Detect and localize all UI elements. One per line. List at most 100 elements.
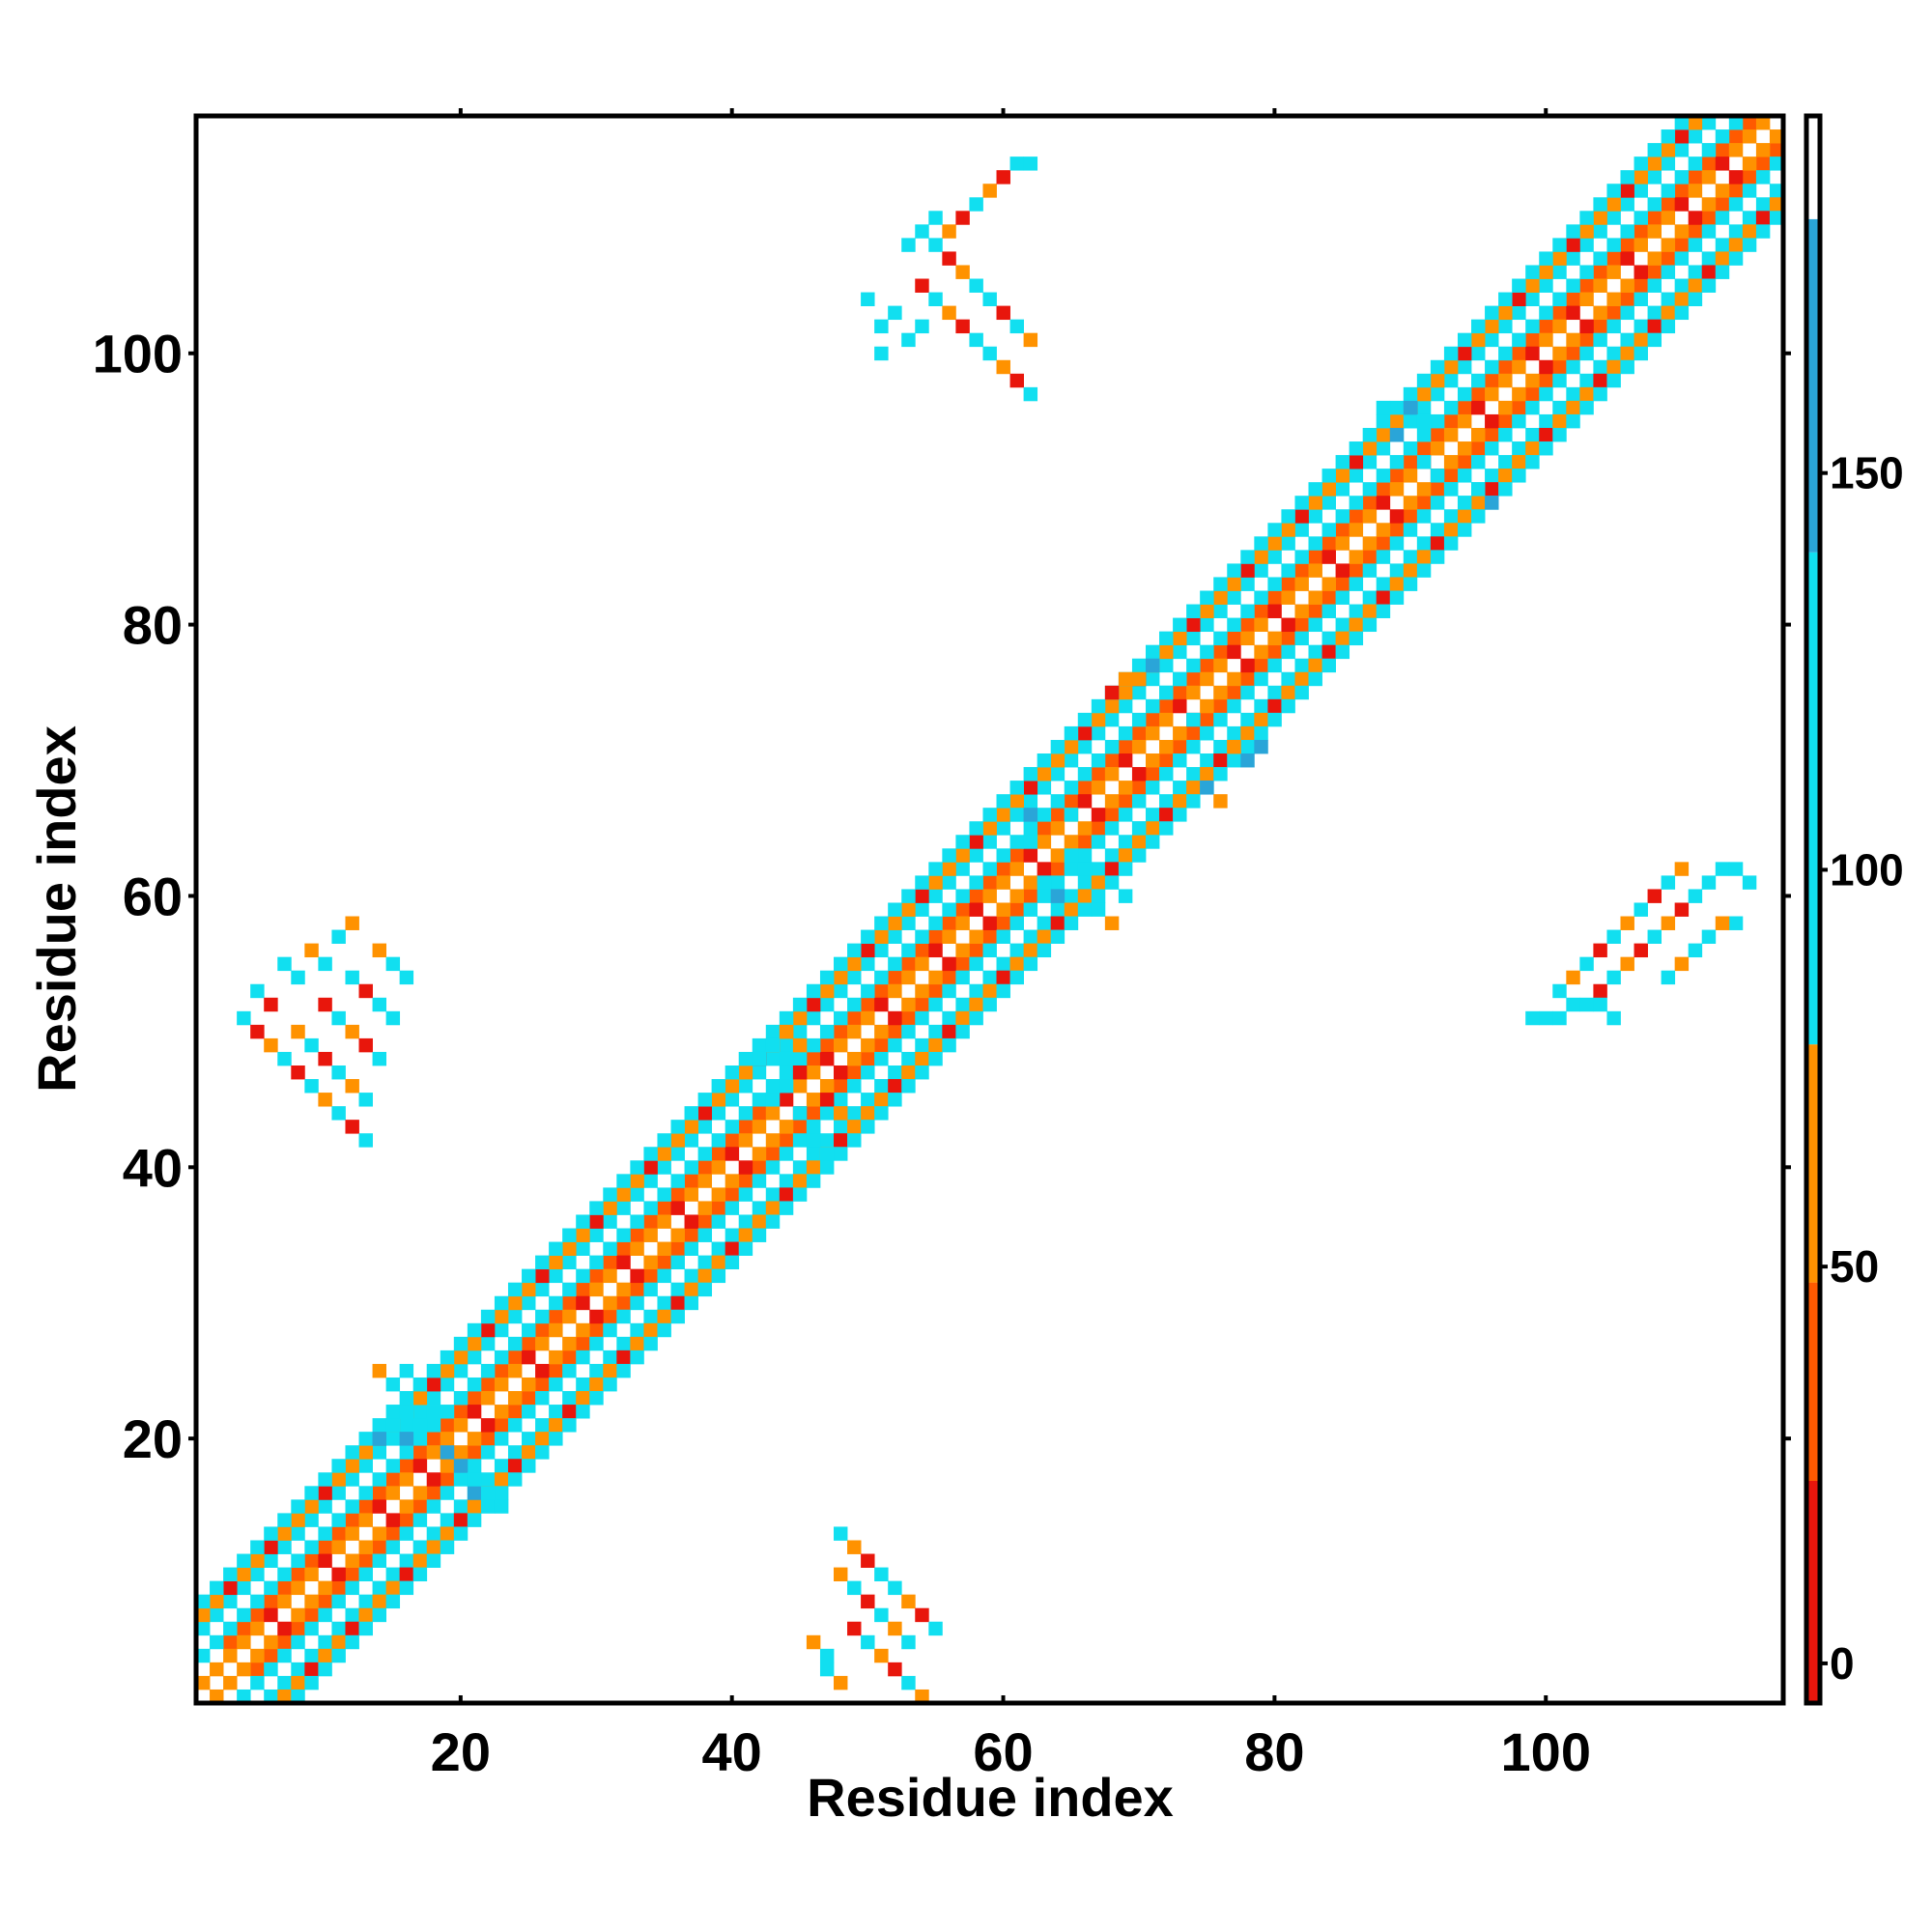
heatmap-cell	[522, 1282, 536, 1297]
heatmap-cell	[1064, 916, 1079, 930]
heatmap-cell	[1647, 332, 1662, 348]
heatmap-cell	[385, 1513, 401, 1527]
heatmap-cell	[724, 1187, 740, 1202]
heatmap-cell	[861, 1010, 875, 1026]
heatmap-cell	[223, 1634, 238, 1650]
heatmap-cell	[1281, 563, 1295, 578]
heatmap-cell	[1403, 577, 1418, 591]
heatmap-cell	[331, 1580, 346, 1596]
heatmap-cell	[1173, 644, 1187, 660]
heatmap-cell	[318, 1051, 332, 1066]
heatmap-cell	[711, 1201, 726, 1215]
heatmap-cell	[765, 1147, 781, 1161]
heatmap-cell	[318, 1499, 332, 1514]
heatmap-cell	[1674, 862, 1690, 876]
heatmap-cell	[1118, 808, 1133, 822]
heatmap-cell	[711, 1241, 726, 1256]
heatmap-cell	[1661, 319, 1676, 334]
heatmap-cell	[576, 1295, 590, 1311]
heatmap-cell	[1416, 496, 1432, 510]
heatmap-cell	[1349, 441, 1364, 456]
heatmap-cell	[1647, 319, 1662, 334]
heatmap-cell	[1539, 427, 1553, 442]
heatmap-cell	[1362, 455, 1378, 469]
heatmap-cell	[928, 889, 943, 903]
heatmap-cell	[874, 1093, 889, 1107]
heatmap-cell	[603, 1268, 617, 1284]
heatmap-cell	[562, 1336, 577, 1351]
heatmap-cell	[1701, 156, 1717, 171]
heatmap-cell	[915, 1051, 929, 1066]
heatmap-cell	[1335, 590, 1350, 605]
heatmap-cell	[1118, 685, 1133, 700]
heatmap-cell	[1430, 469, 1445, 483]
heatmap-cell	[1091, 889, 1106, 903]
heatmap-cell	[915, 1607, 929, 1623]
heatmap-cell	[318, 1526, 332, 1541]
heatmap-cell	[372, 1499, 386, 1514]
heatmap-cell	[901, 889, 916, 903]
heatmap-cell	[969, 875, 983, 890]
heatmap-cell	[684, 1133, 698, 1148]
heatmap-cell	[223, 1567, 238, 1582]
heatmap-cell	[453, 1363, 469, 1378]
heatmap-cell	[1349, 617, 1364, 633]
heatmap-cell	[1512, 278, 1526, 293]
heatmap-cell	[1023, 943, 1038, 958]
heatmap-cell	[1376, 604, 1391, 618]
heatmap-cell	[819, 1106, 835, 1121]
heatmap-cell	[1349, 469, 1364, 483]
heatmap-cell	[331, 1526, 346, 1541]
heatmap-cell	[210, 1594, 224, 1609]
heatmap-cell	[969, 848, 983, 863]
plot-background	[196, 116, 1783, 1703]
heatmap-cell	[535, 1282, 550, 1297]
heatmap-cell	[806, 1147, 821, 1161]
heatmap-cell	[1104, 794, 1120, 809]
heatmap-cell	[1620, 170, 1634, 185]
heatmap-cell	[1227, 590, 1241, 605]
heatmap-cell	[1525, 441, 1540, 456]
heatmap-cell	[779, 1133, 794, 1148]
heatmap-cell	[1688, 170, 1703, 185]
heatmap-cell	[358, 1037, 373, 1053]
heatmap-cell	[467, 1459, 482, 1473]
heatmap-cell	[874, 1567, 889, 1582]
heatmap-cell	[1308, 536, 1322, 551]
heatmap-cell	[1457, 346, 1472, 361]
heatmap-cell	[1294, 617, 1309, 633]
heatmap-cell	[1674, 197, 1690, 212]
heatmap-cell	[806, 997, 821, 1012]
heatmap-cell	[1389, 400, 1405, 415]
heatmap-cell	[1742, 184, 1757, 198]
heatmap-cell	[942, 1037, 956, 1053]
heatmap-cell	[1512, 413, 1526, 429]
heatmap-cell	[1240, 671, 1255, 687]
heatmap-cell	[1186, 767, 1201, 781]
heatmap-cell	[928, 862, 943, 876]
heatmap-cell	[385, 1540, 401, 1554]
heatmap-cell	[1485, 441, 1499, 456]
heatmap-cell	[901, 1594, 916, 1609]
heatmap-cell	[304, 1594, 319, 1609]
heatmap-cell	[507, 1350, 523, 1365]
heatmap-cell	[1023, 875, 1038, 890]
heatmap-cell	[358, 1621, 373, 1636]
heatmap-cell	[264, 1662, 278, 1677]
heatmap-cell	[643, 1268, 658, 1284]
heatmap-cell	[969, 835, 983, 849]
heatmap-cell	[549, 1309, 563, 1324]
heatmap-cell	[1254, 604, 1268, 618]
heatmap-cell	[1728, 184, 1744, 198]
heatmap-cell	[535, 1363, 550, 1378]
heatmap-cell	[1227, 631, 1241, 646]
heatmap-cell	[657, 1309, 671, 1324]
heatmap-cell	[724, 1241, 740, 1256]
heatmap-cell	[549, 1255, 563, 1270]
heatmap-cell	[399, 1526, 414, 1541]
heatmap-cell	[792, 1120, 808, 1134]
heatmap-cell	[752, 1174, 767, 1188]
heatmap-cell	[765, 1024, 781, 1039]
heatmap-cell	[752, 1147, 767, 1161]
heatmap-cell	[1104, 821, 1120, 836]
